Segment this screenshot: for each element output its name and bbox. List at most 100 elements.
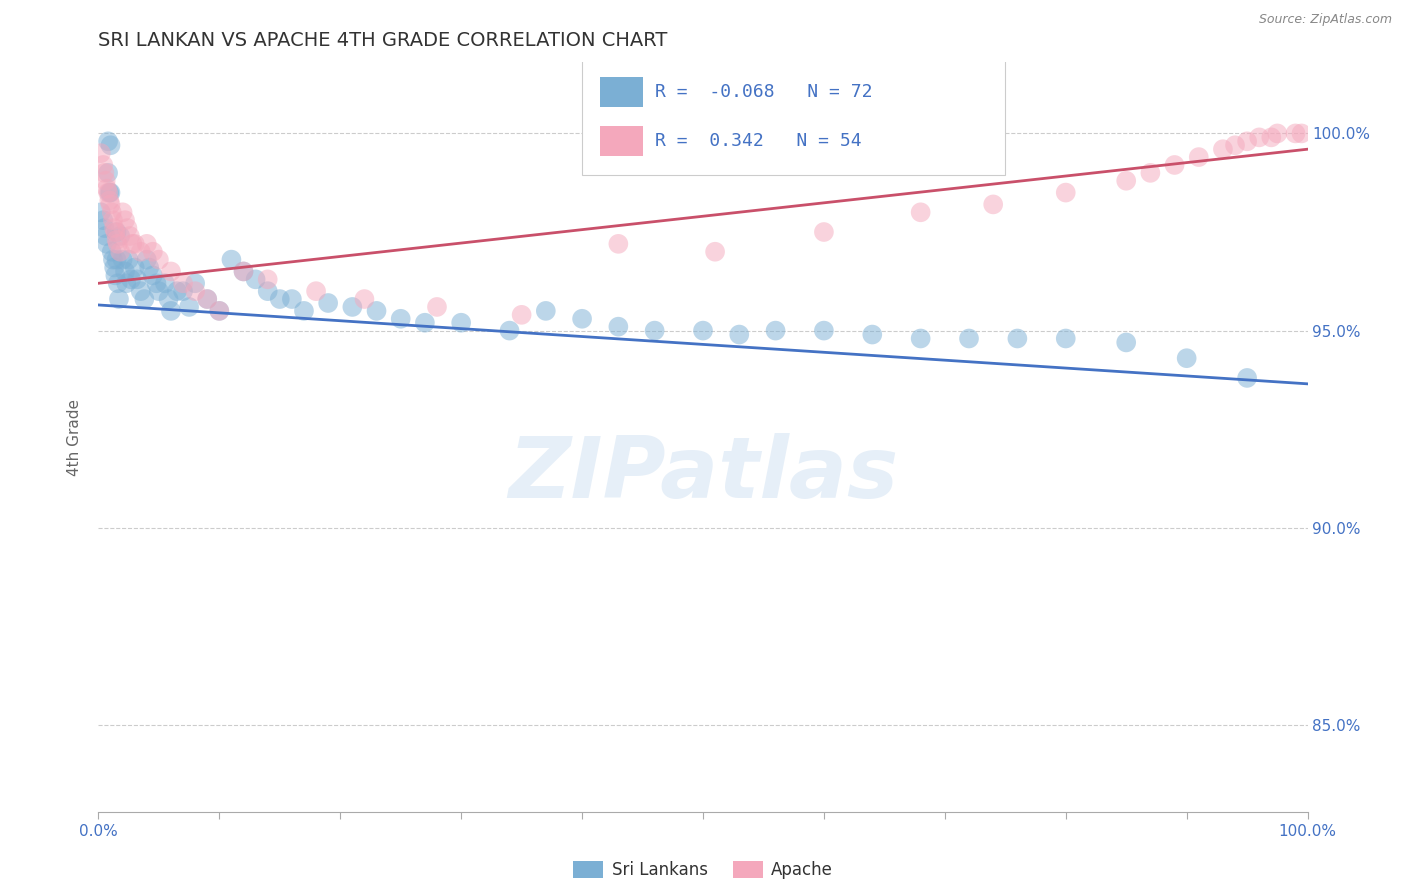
Point <box>157 292 180 306</box>
Point <box>97 166 120 180</box>
Point <box>129 244 152 259</box>
Point <box>107 277 129 291</box>
Point <box>1267 127 1289 141</box>
Point <box>389 311 412 326</box>
Point <box>142 268 165 283</box>
Point <box>129 284 152 298</box>
Point <box>111 252 134 267</box>
Point <box>281 292 304 306</box>
Point <box>426 300 449 314</box>
Point <box>910 205 932 219</box>
Point <box>118 252 141 267</box>
Point <box>97 134 120 148</box>
Point <box>208 304 231 318</box>
Point <box>105 233 128 247</box>
FancyBboxPatch shape <box>582 44 1005 175</box>
Point <box>208 304 231 318</box>
Point <box>1212 142 1234 156</box>
Point <box>94 174 117 188</box>
Point <box>1007 331 1029 345</box>
Point <box>195 292 218 306</box>
Point <box>607 319 630 334</box>
Point <box>644 324 666 338</box>
Point <box>1249 130 1271 145</box>
Point <box>91 213 114 227</box>
Point <box>571 311 593 326</box>
Point <box>114 213 136 227</box>
Text: R =  -0.068   N = 72: R = -0.068 N = 72 <box>655 84 872 102</box>
Point <box>135 252 157 267</box>
Point <box>93 221 115 235</box>
Point <box>195 292 218 306</box>
Point <box>498 324 520 338</box>
Point <box>134 292 156 306</box>
Point <box>108 292 131 306</box>
Point <box>160 264 183 278</box>
Point <box>1284 127 1306 141</box>
Point <box>96 181 118 195</box>
Point <box>108 244 131 259</box>
Point <box>100 244 122 259</box>
Point <box>103 260 125 275</box>
Point <box>100 138 122 153</box>
Point <box>232 264 254 278</box>
Point <box>105 252 128 267</box>
Point <box>104 268 127 283</box>
Point <box>117 221 139 235</box>
Point <box>1260 130 1282 145</box>
Point <box>450 316 472 330</box>
Point <box>1175 351 1198 366</box>
Point <box>145 277 167 291</box>
Point <box>98 186 121 200</box>
Point <box>127 272 149 286</box>
Point <box>1236 134 1258 148</box>
Point <box>121 236 143 251</box>
Point <box>138 260 160 275</box>
Point <box>1188 150 1211 164</box>
Point <box>120 272 142 286</box>
Point <box>1054 186 1077 200</box>
Point <box>813 225 835 239</box>
FancyBboxPatch shape <box>600 78 643 107</box>
Point <box>153 277 176 291</box>
Point <box>104 225 127 239</box>
Point <box>607 236 630 251</box>
Point <box>981 197 1004 211</box>
Point <box>1291 127 1313 141</box>
Point <box>342 300 364 314</box>
Point <box>184 277 207 291</box>
Point <box>728 327 751 342</box>
Point <box>172 277 194 291</box>
Point <box>245 272 267 286</box>
Point <box>305 284 328 298</box>
FancyBboxPatch shape <box>600 126 643 156</box>
Point <box>765 324 787 338</box>
Point <box>860 327 883 342</box>
Point <box>316 296 339 310</box>
Point <box>366 304 388 318</box>
Point <box>100 205 122 219</box>
Point <box>135 236 157 251</box>
Point <box>142 244 165 259</box>
Point <box>160 304 183 318</box>
Point <box>232 264 254 278</box>
Point <box>100 186 122 200</box>
Point <box>115 277 138 291</box>
Point <box>90 205 112 219</box>
Point <box>292 304 315 318</box>
Text: SRI LANKAN VS APACHE 4TH GRADE CORRELATION CHART: SRI LANKAN VS APACHE 4TH GRADE CORRELATI… <box>98 30 668 50</box>
Point <box>1139 166 1161 180</box>
Point <box>118 229 141 244</box>
Point <box>221 252 243 267</box>
Point <box>148 284 170 298</box>
Point <box>97 186 120 200</box>
Text: ZIPatlas: ZIPatlas <box>508 433 898 516</box>
Point <box>256 272 278 286</box>
Point <box>98 194 121 208</box>
Point <box>184 284 207 298</box>
Point <box>93 166 115 180</box>
Point <box>111 205 134 219</box>
Point <box>100 197 122 211</box>
Point <box>692 324 714 338</box>
Point <box>353 292 375 306</box>
